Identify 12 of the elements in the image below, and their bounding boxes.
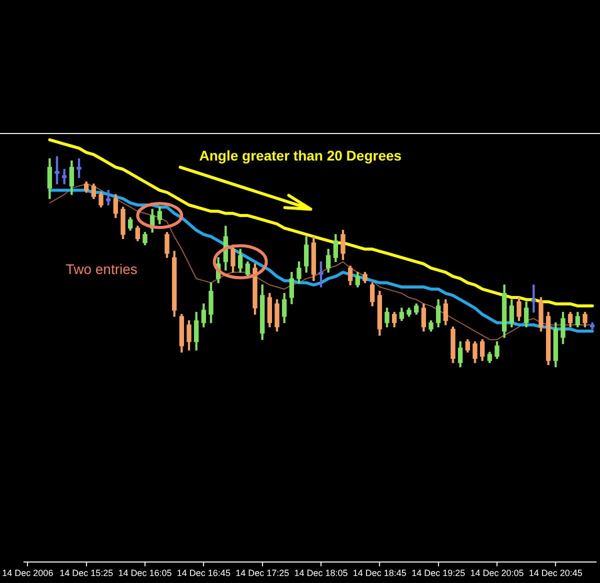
x-tick-label: 14 Dec 16:45 xyxy=(176,568,230,578)
x-tick-label: 14 Dec 15:25 xyxy=(60,568,114,578)
x-tick-label: 14 Dec 20:45 xyxy=(528,568,582,578)
x-tick-label: 14 Dec 18:45 xyxy=(352,568,406,578)
x-tick-label: 14 Dec 17:25 xyxy=(236,568,290,578)
x-tick-label: 14 Dec 18:05 xyxy=(294,568,348,578)
annotation: Two entries xyxy=(66,261,138,278)
x-tick-label: 14 Dec 2006 xyxy=(2,568,54,578)
annotation: Angle greater than 20 Degrees xyxy=(199,147,402,164)
x-tick-label: 14 Dec 20:05 xyxy=(470,568,524,578)
x-tick-label: 14 Dec 16:05 xyxy=(118,568,172,578)
x-tick-label: 14 Dec 19:25 xyxy=(412,568,466,578)
